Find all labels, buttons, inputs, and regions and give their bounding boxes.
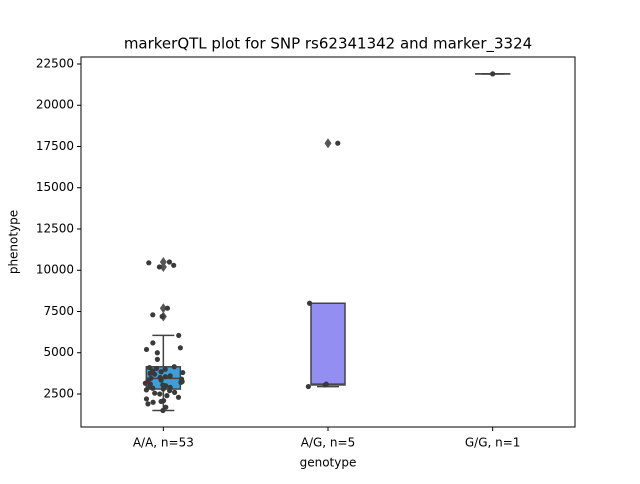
data-point	[158, 375, 163, 380]
data-point	[146, 260, 151, 265]
data-point	[167, 259, 172, 264]
y-tick-label: 17500	[36, 139, 74, 153]
data-point	[152, 391, 157, 396]
data-point	[172, 364, 177, 369]
data-point	[178, 345, 183, 350]
data-point	[160, 314, 165, 319]
data-point	[163, 374, 168, 379]
data-point	[176, 333, 181, 338]
data-point	[171, 263, 176, 268]
data-point	[176, 395, 181, 400]
data-point	[179, 377, 184, 382]
x-tick-label: A/A, n=53	[133, 436, 194, 450]
data-point	[306, 384, 311, 389]
x-tick-label: A/G, n=5	[301, 436, 355, 450]
y-tick-label: 12500	[36, 221, 74, 235]
box	[311, 303, 345, 385]
x-tick-label: G/G, n=1	[465, 436, 521, 450]
data-point	[168, 385, 173, 390]
data-point	[307, 301, 312, 306]
data-point	[168, 373, 173, 378]
data-point	[145, 401, 150, 406]
y-tick-label: 7500	[43, 304, 74, 318]
data-point	[180, 370, 185, 375]
data-point	[164, 393, 169, 398]
data-point	[148, 376, 153, 381]
data-point	[155, 357, 160, 362]
y-tick-label: 2500	[43, 386, 74, 400]
y-tick-label: 5000	[43, 345, 74, 359]
data-point	[150, 400, 155, 405]
data-point	[163, 405, 168, 410]
data-point	[150, 312, 155, 317]
y-axis-label: phenotype	[7, 210, 21, 274]
data-point	[335, 141, 340, 146]
y-tick-label: 10000	[36, 263, 74, 277]
data-point	[163, 367, 168, 372]
data-point	[490, 71, 495, 76]
y-tick-label: 20000	[36, 98, 74, 112]
data-point	[157, 391, 162, 396]
data-point	[154, 366, 159, 371]
data-point	[147, 365, 152, 370]
data-point	[157, 264, 162, 269]
data-point	[165, 306, 170, 311]
data-point	[150, 340, 155, 345]
data-point	[160, 382, 165, 387]
x-axis-label: genotype	[300, 456, 357, 470]
data-point	[144, 396, 149, 401]
data-point	[144, 347, 149, 352]
y-tick-label: 15000	[36, 180, 74, 194]
data-point	[155, 350, 160, 355]
data-point	[324, 381, 329, 386]
data-point	[172, 390, 177, 395]
data-point	[161, 398, 166, 403]
y-tick-label: 22500	[36, 56, 74, 70]
chart-title: markerQTL plot for SNP rs62341342 and ma…	[124, 35, 532, 54]
